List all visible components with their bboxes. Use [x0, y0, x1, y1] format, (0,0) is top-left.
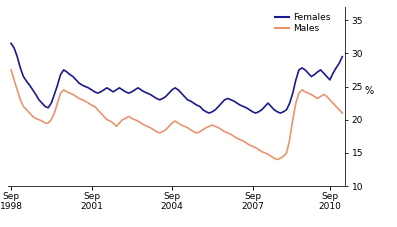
Legend: Females, Males: Females, Males	[276, 13, 331, 33]
Y-axis label: %: %	[364, 86, 373, 96]
